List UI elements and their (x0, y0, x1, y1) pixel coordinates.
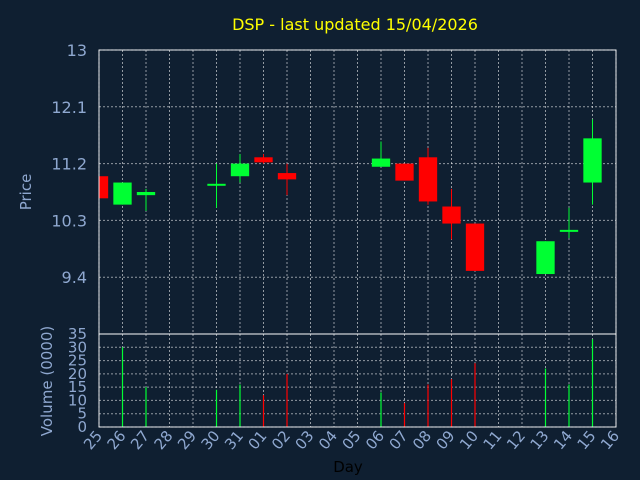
x-tick: 13 (527, 427, 553, 453)
x-tick: 06 (362, 427, 388, 453)
candle-body (230, 163, 250, 177)
candle-body (277, 173, 297, 180)
candle-body (536, 241, 555, 275)
volume-grid (98, 333, 617, 428)
price-y-tick: 11.2 (51, 155, 87, 174)
candle-body (207, 183, 226, 186)
volume-y-tick: 20 (68, 365, 87, 383)
candle (207, 163, 226, 208)
x-tick: 12 (503, 427, 529, 453)
price-y-tick: 9.4 (62, 268, 87, 287)
candles (98, 119, 602, 275)
candle (465, 223, 485, 271)
x-tick: 08 (409, 427, 435, 453)
candle (371, 141, 391, 167)
candle-body (113, 182, 132, 205)
x-tick: 05 (339, 427, 365, 453)
x-tick: 03 (292, 427, 318, 453)
candle (536, 241, 555, 275)
x-tick: 02 (268, 427, 294, 453)
candle-body (583, 138, 602, 183)
volume-bars (121, 339, 594, 427)
volume-axis-label: Volume (0000) (38, 326, 56, 436)
x-tick: 14 (550, 427, 576, 453)
volume-y-tick: 0 (77, 418, 87, 436)
price-y-tick: 13 (67, 41, 87, 60)
candle (583, 119, 602, 205)
x-axis-label: Day (333, 458, 363, 476)
x-tick-labels: 2526272829303101020304050607080910111213… (80, 427, 623, 453)
candle-body (442, 206, 461, 224)
candle-body (371, 158, 391, 167)
candle-body (559, 229, 579, 232)
chart-title: DSP - last updated 15/04/2026 (232, 15, 478, 34)
x-tick: 16 (597, 427, 623, 453)
volume-y-tick: 15 (68, 378, 87, 396)
x-tick: 04 (315, 427, 341, 453)
candle-body (418, 157, 438, 202)
volume-y-tick: 35 (68, 325, 87, 343)
candle (254, 154, 273, 164)
candle (277, 163, 297, 196)
candle-body (99, 176, 109, 199)
x-tick: 15 (574, 427, 600, 453)
candle-body (136, 192, 156, 196)
x-tick: 09 (433, 427, 459, 453)
candle-body (395, 163, 414, 181)
candle-body (465, 223, 485, 271)
x-tick: 11 (480, 427, 506, 453)
x-tick: 07 (386, 427, 412, 453)
volume-y-tick: 30 (68, 338, 87, 356)
candle (559, 207, 579, 239)
price-y-tick: 10.3 (51, 211, 87, 230)
price-panel: 13 12.1 11.2 10.3 9.4 Price (17, 41, 617, 335)
x-tick: 27 (127, 427, 153, 453)
candle (395, 163, 414, 181)
x-tick: 30 (198, 427, 224, 453)
price-y-tick-labels: 13 12.1 11.2 10.3 9.4 (51, 41, 87, 287)
candle (113, 182, 132, 205)
x-tick: 01 (245, 427, 271, 453)
price-y-tick: 12.1 (51, 98, 87, 117)
x-tick: 10 (456, 427, 482, 453)
candle (136, 188, 156, 211)
x-tick: 31 (221, 427, 247, 453)
x-tick: 26 (104, 427, 130, 453)
candle-body (254, 157, 273, 163)
volume-y-tick: 10 (68, 391, 87, 409)
candle (98, 176, 109, 199)
price-axis-label: Price (17, 174, 35, 211)
volume-y-tick: 5 (77, 405, 87, 423)
x-tick: 28 (151, 427, 177, 453)
volume-frame (98, 333, 617, 428)
x-tick: 29 (174, 427, 200, 453)
candle (230, 154, 250, 183)
candle (418, 147, 438, 205)
candle (442, 188, 461, 240)
volume-y-tick: 25 (68, 352, 87, 370)
